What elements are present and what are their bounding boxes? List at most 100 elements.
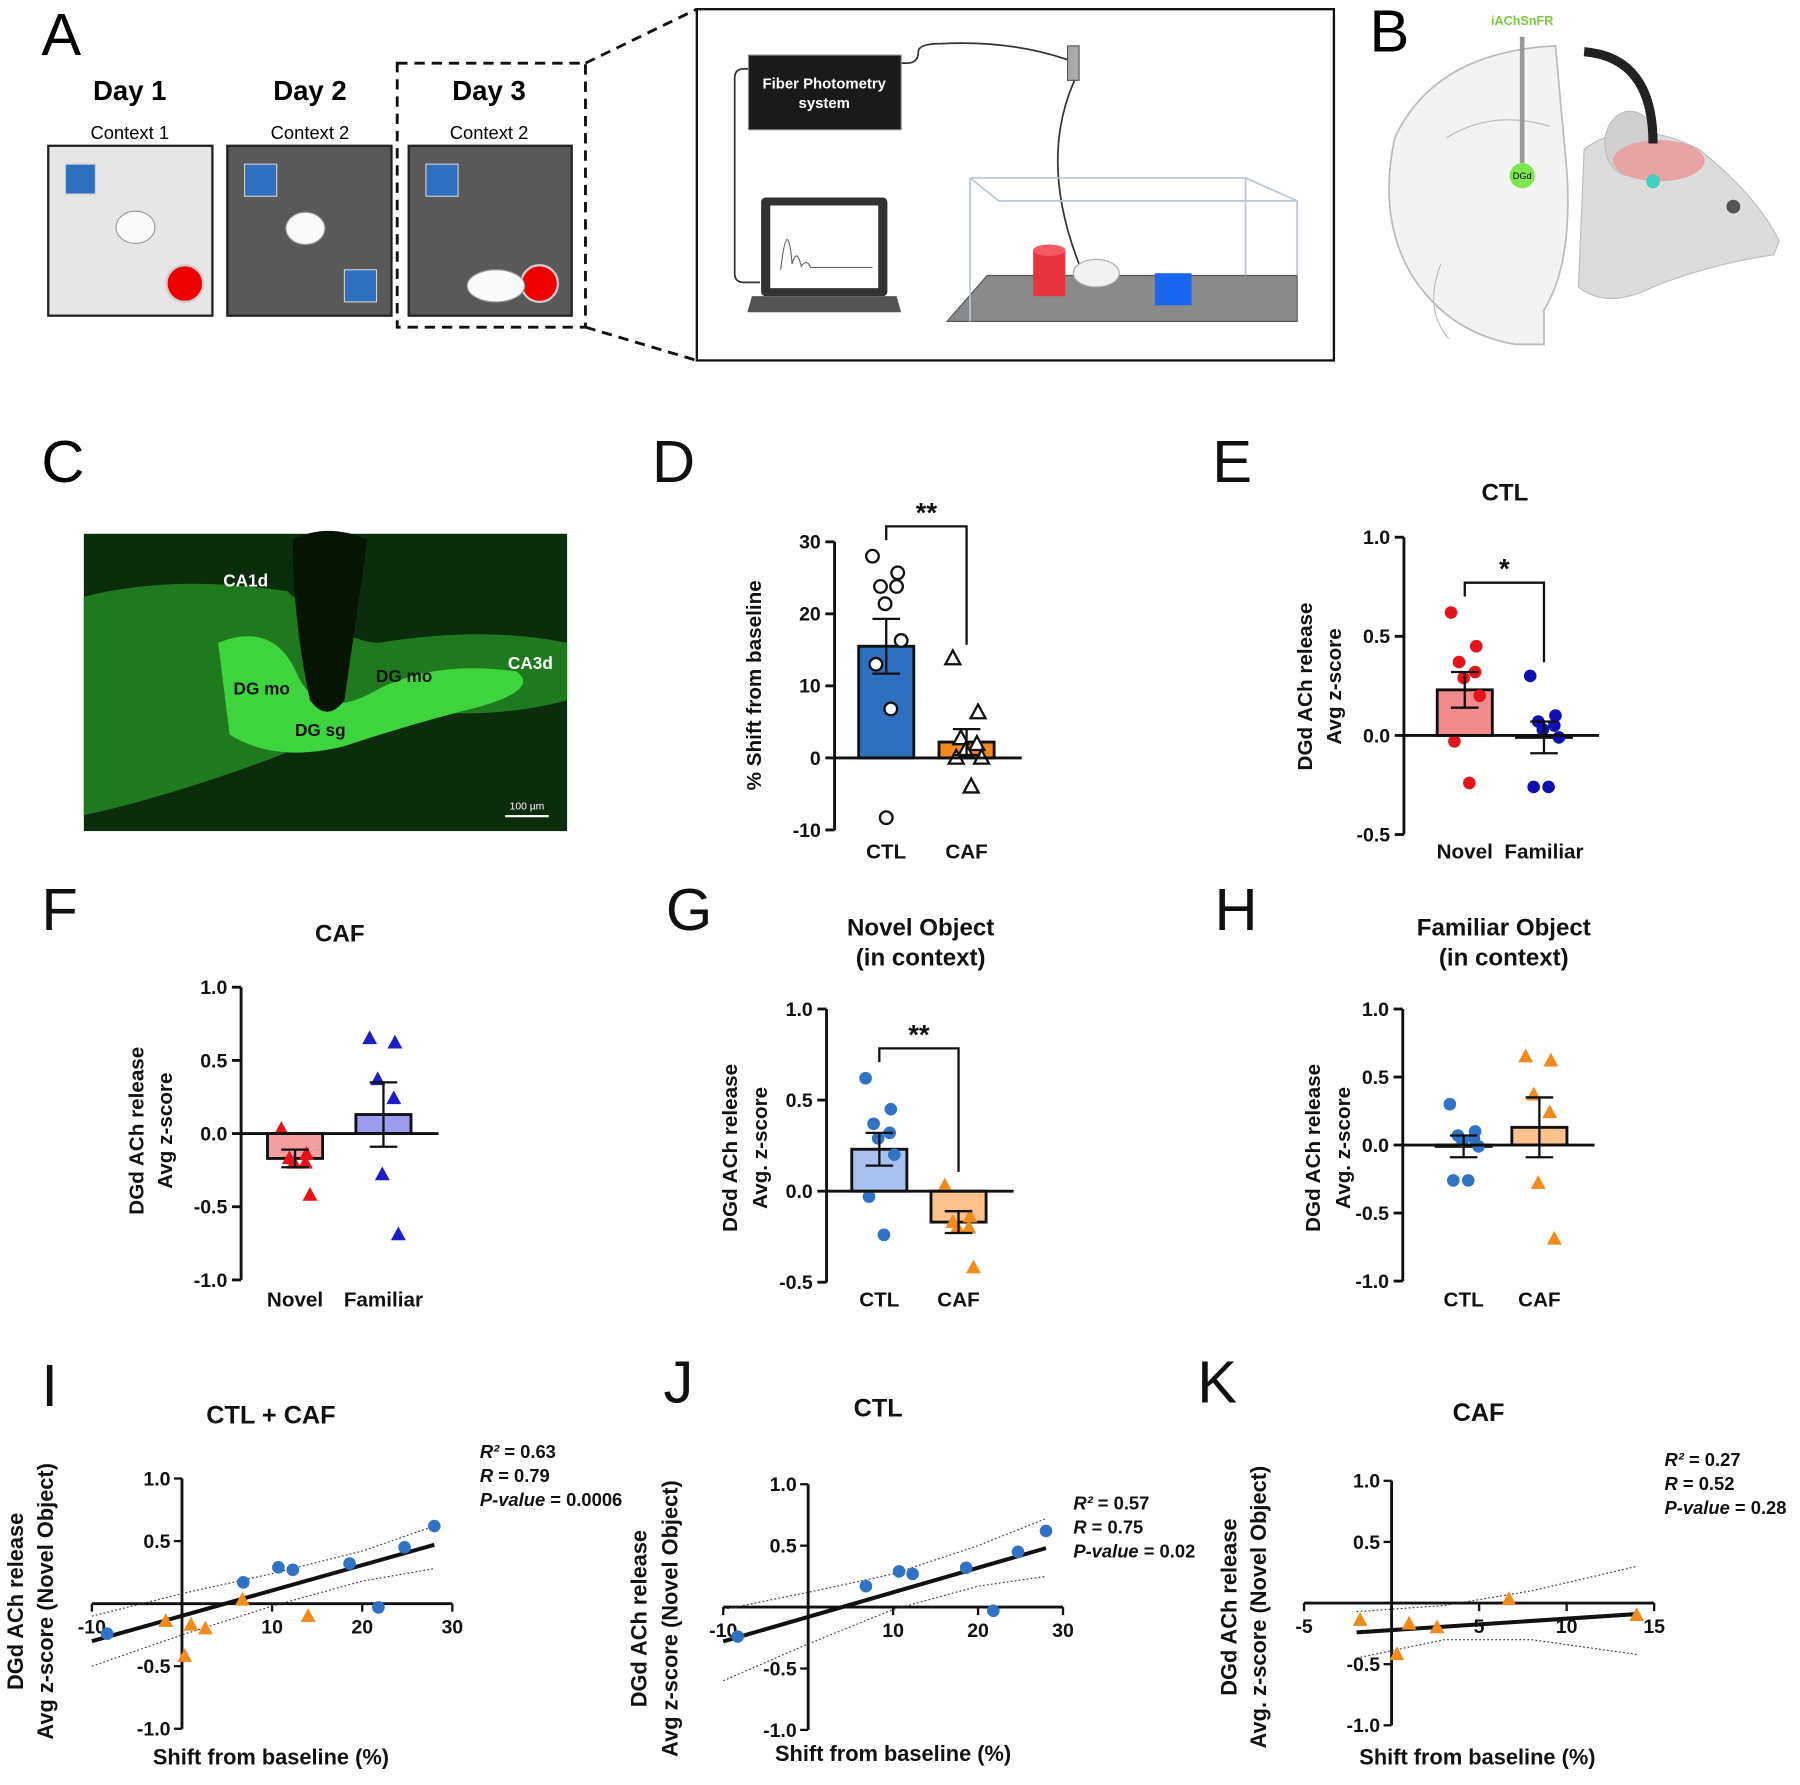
panel-letter: I bbox=[41, 1352, 58, 1419]
y-tick-label: 0.0 bbox=[200, 1123, 227, 1145]
stat-value: = 0.57 bbox=[1093, 1493, 1150, 1514]
data-point bbox=[893, 633, 909, 648]
data-point bbox=[987, 1604, 1000, 1618]
data-point bbox=[177, 1648, 193, 1662]
y-tick-label: 1.0 bbox=[200, 977, 227, 999]
data-point bbox=[343, 1557, 356, 1570]
error-bar bbox=[1525, 1096, 1554, 1159]
object bbox=[1154, 273, 1192, 306]
mouse bbox=[1072, 258, 1120, 288]
stat-line: R² = 0.27 bbox=[1665, 1449, 1741, 1470]
data-point bbox=[273, 1121, 289, 1135]
x-tick-label: -5 bbox=[1295, 1616, 1312, 1638]
data-point bbox=[1352, 1612, 1368, 1626]
data-point bbox=[968, 702, 988, 720]
data-point bbox=[937, 1177, 953, 1192]
object bbox=[425, 163, 459, 197]
data-point bbox=[877, 1228, 891, 1242]
data-point bbox=[1543, 1052, 1559, 1067]
y-tick-label: 1.0 bbox=[1353, 1471, 1380, 1493]
data-point bbox=[374, 1166, 390, 1181]
brain-section bbox=[1388, 45, 1569, 346]
y-axis-label: Avg z-score (Novel Object) bbox=[33, 1463, 58, 1740]
y-axis-label: Avg. z-score (Novel Object) bbox=[1246, 1466, 1271, 1749]
error-bar bbox=[944, 1210, 973, 1235]
data-point bbox=[951, 728, 971, 746]
context-label: Context 1 bbox=[90, 122, 169, 143]
stat-value: = 0.79 bbox=[493, 1465, 550, 1486]
x-tick-label: Novel bbox=[267, 1288, 323, 1311]
x-tick-label: 30 bbox=[441, 1616, 463, 1638]
y-axis-label: DGd ACh release bbox=[1294, 602, 1317, 770]
object-top bbox=[1033, 244, 1066, 256]
y-tick-label: 0.5 bbox=[1363, 626, 1390, 648]
y-tick-label: -0.5 bbox=[1347, 1654, 1381, 1676]
region-label: DG mo bbox=[376, 666, 432, 686]
data-point bbox=[877, 596, 893, 612]
stat-label: P-value bbox=[1073, 1541, 1138, 1562]
data-point bbox=[1011, 1545, 1025, 1559]
x-tick-label: -10 bbox=[78, 1616, 106, 1638]
data-point bbox=[300, 1608, 316, 1622]
data-point bbox=[297, 1154, 313, 1169]
dentate-gyrus bbox=[218, 636, 524, 753]
data-point bbox=[286, 1563, 300, 1577]
data-point bbox=[299, 1146, 314, 1160]
object bbox=[165, 264, 205, 304]
chart-title: Novel Object bbox=[847, 915, 994, 942]
x-tick-label: CTL bbox=[1444, 1288, 1484, 1311]
stat-line: P-value = 0.0006 bbox=[480, 1489, 622, 1510]
x-tick-label: CTL bbox=[859, 1288, 899, 1311]
y-axis-label: Avg. z-score bbox=[1332, 1087, 1355, 1209]
data-point bbox=[962, 1208, 978, 1223]
x-tick-label: 20 bbox=[967, 1620, 989, 1642]
zoom-line bbox=[584, 7, 698, 65]
y-tick-label: 1.0 bbox=[770, 1474, 797, 1496]
stat-line: R = 0.75 bbox=[1073, 1517, 1143, 1538]
scale-label: 100 µm bbox=[510, 801, 545, 812]
y-tick-label: 0.5 bbox=[143, 1531, 170, 1553]
stat-value: = 0.75 bbox=[1087, 1517, 1144, 1538]
chart-title: CTL + CAF bbox=[206, 1401, 335, 1429]
data-point bbox=[427, 1519, 441, 1533]
data-point bbox=[1443, 1097, 1457, 1111]
y-tick-label: 20 bbox=[799, 604, 821, 626]
sensor-label: iAChSnFR bbox=[1491, 14, 1553, 28]
x-tick-label: 5 bbox=[1474, 1616, 1485, 1638]
y-tick-label: -0.5 bbox=[1357, 824, 1391, 846]
stat-label: R bbox=[1665, 1473, 1679, 1494]
zoom-line bbox=[585, 325, 698, 362]
data-point bbox=[362, 1030, 378, 1045]
y-tick-label: 1.0 bbox=[786, 999, 813, 1021]
data-point bbox=[1473, 689, 1487, 703]
y-axis-label: Avg z-score bbox=[1323, 628, 1346, 744]
object bbox=[520, 264, 560, 304]
arena-walls bbox=[969, 177, 1299, 322]
data-point bbox=[272, 1561, 285, 1574]
y-axis-label: Avg z-score bbox=[154, 1073, 177, 1189]
region-label: DG sg bbox=[295, 720, 346, 740]
dashed-box bbox=[395, 61, 587, 329]
error-bar bbox=[952, 727, 981, 757]
photometry-system bbox=[747, 54, 902, 131]
cable bbox=[733, 42, 1068, 284]
significance-bracket bbox=[1463, 581, 1546, 663]
region-label: CA3d bbox=[508, 653, 553, 673]
data-point bbox=[1523, 669, 1537, 683]
y-tick-label: 10 bbox=[799, 676, 821, 698]
object bbox=[243, 163, 278, 197]
fiber bbox=[1056, 80, 1080, 265]
panel-b: B iAChSnFR DGd bbox=[1369, 0, 1780, 346]
context-label: Context 2 bbox=[271, 122, 350, 143]
y-axis-label: DGd ACh release bbox=[3, 1513, 28, 1690]
x-axis-label: Shift from baseline (%) bbox=[153, 1744, 389, 1769]
y-tick-label: -0.5 bbox=[1355, 1203, 1389, 1225]
data-point bbox=[892, 1565, 906, 1578]
y-axis-label: DGd ACh release bbox=[1216, 1518, 1241, 1695]
stat-label: R bbox=[480, 1465, 494, 1486]
confidence-band bbox=[1356, 1565, 1637, 1613]
object bbox=[1033, 250, 1066, 297]
data-point bbox=[1542, 780, 1555, 794]
data-point bbox=[387, 1034, 403, 1049]
